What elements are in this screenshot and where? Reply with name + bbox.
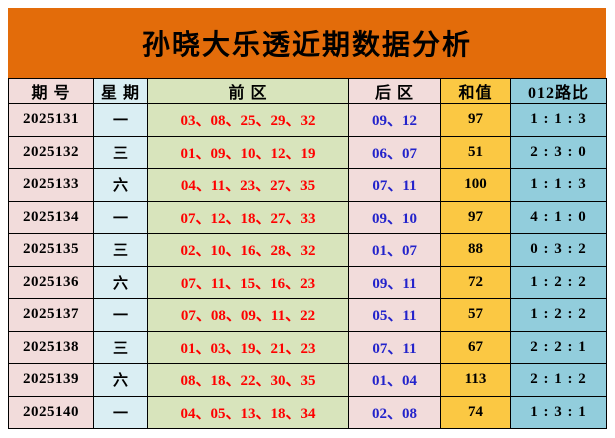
sum-value-cell: 74 bbox=[440, 395, 511, 429]
period-cell: 2025138 bbox=[8, 330, 94, 364]
weekday-cell: 三 bbox=[93, 330, 148, 364]
period-cell: 2025135 bbox=[8, 233, 94, 267]
back-zone-cell: 06、07 bbox=[348, 135, 441, 169]
front-zone-cell: 03、08、25、29、32 bbox=[147, 103, 349, 137]
front-zone-cell: 07、11、15、16、23 bbox=[147, 265, 349, 299]
weekday-cell: 三 bbox=[93, 233, 148, 267]
front-zone-cell: 02、10、16、28、32 bbox=[147, 233, 349, 267]
ratio-012-cell: 1 : 1 : 3 bbox=[510, 168, 607, 202]
weekday-cell: 一 bbox=[93, 395, 148, 429]
header-weekday: 星 期 bbox=[93, 78, 148, 104]
sum-value-cell: 113 bbox=[440, 363, 511, 397]
weekday-cell: 三 bbox=[93, 135, 148, 169]
back-zone-cell: 02、08 bbox=[348, 395, 441, 429]
ratio-012-cell: 0 : 3 : 2 bbox=[510, 233, 607, 267]
table-row: 2025134 一 07、12、18、27、33 09、10 97 4 : 1 … bbox=[8, 200, 607, 234]
header-period: 期 号 bbox=[8, 78, 94, 104]
ratio-012-cell: 1 : 3 : 1 bbox=[510, 395, 607, 429]
header-row: 期 号 星 期 前 区 后 区 和值 012路比 bbox=[8, 78, 607, 104]
sum-value-cell: 88 bbox=[440, 233, 511, 267]
back-zone-cell: 01、04 bbox=[348, 363, 441, 397]
period-cell: 2025137 bbox=[8, 298, 94, 332]
period-cell: 2025132 bbox=[8, 135, 94, 169]
weekday-cell: 一 bbox=[93, 298, 148, 332]
front-zone-cell: 07、12、18、27、33 bbox=[147, 200, 349, 234]
back-zone-cell: 01、07 bbox=[348, 233, 441, 267]
table-row: 2025135 三 02、10、16、28、32 01、07 88 0 : 3 … bbox=[8, 233, 607, 267]
sum-value-cell: 51 bbox=[440, 135, 511, 169]
front-zone-cell: 01、03、19、21、23 bbox=[147, 330, 349, 364]
back-zone-cell: 09、11 bbox=[348, 265, 441, 299]
ratio-012-cell: 1 : 2 : 2 bbox=[510, 265, 607, 299]
table-row: 2025139 六 08、18、22、30、35 01、04 113 2 : 1… bbox=[8, 363, 607, 397]
period-cell: 2025133 bbox=[8, 168, 94, 202]
header-sum-value: 和值 bbox=[440, 78, 511, 104]
header-back-zone: 后 区 bbox=[348, 78, 441, 104]
sum-value-cell: 57 bbox=[440, 298, 511, 332]
table-row: 2025138 三 01、03、19、21、23 07、11 67 2 : 2 … bbox=[8, 330, 607, 364]
title-banner: 孙晓大乐透近期数据分析 bbox=[8, 8, 606, 78]
weekday-cell: 一 bbox=[93, 200, 148, 234]
weekday-cell: 六 bbox=[93, 168, 148, 202]
table-row: 2025140 一 04、05、13、18、34 02、08 74 1 : 3 … bbox=[8, 395, 607, 429]
ratio-012-cell: 4 : 1 : 0 bbox=[510, 200, 607, 234]
ratio-012-cell: 1 : 2 : 2 bbox=[510, 298, 607, 332]
sum-value-cell: 67 bbox=[440, 330, 511, 364]
period-cell: 2025136 bbox=[8, 265, 94, 299]
front-zone-cell: 08、18、22、30、35 bbox=[147, 363, 349, 397]
page-title: 孙晓大乐透近期数据分析 bbox=[141, 30, 472, 61]
sum-value-cell: 97 bbox=[440, 200, 511, 234]
table-row: 2025131 一 03、08、25、29、32 09、12 97 1 : 1 … bbox=[8, 103, 607, 137]
back-zone-cell: 09、12 bbox=[348, 103, 441, 137]
weekday-cell: 一 bbox=[93, 103, 148, 137]
front-zone-cell: 07、08、09、11、22 bbox=[147, 298, 349, 332]
header-012-ratio: 012路比 bbox=[510, 78, 607, 104]
sum-value-cell: 100 bbox=[440, 168, 511, 202]
period-cell: 2025134 bbox=[8, 200, 94, 234]
weekday-cell: 六 bbox=[93, 265, 148, 299]
front-zone-cell: 04、05、13、18、34 bbox=[147, 395, 349, 429]
period-cell: 2025140 bbox=[8, 395, 94, 429]
back-zone-cell: 05、11 bbox=[348, 298, 441, 332]
sum-value-cell: 72 bbox=[440, 265, 511, 299]
back-zone-cell: 07、11 bbox=[348, 330, 441, 364]
lottery-data-table: 期 号 星 期 前 区 后 区 和值 012路比 2025131 一 03、08… bbox=[8, 78, 607, 429]
back-zone-cell: 09、10 bbox=[348, 200, 441, 234]
weekday-cell: 六 bbox=[93, 363, 148, 397]
ratio-012-cell: 1 : 1 : 3 bbox=[510, 103, 607, 137]
table-row: 2025133 六 04、11、23、27、35 07、11 100 1 : 1… bbox=[8, 168, 607, 202]
table-row: 2025136 六 07、11、15、16、23 09、11 72 1 : 2 … bbox=[8, 265, 607, 299]
period-cell: 2025131 bbox=[8, 103, 94, 137]
ratio-012-cell: 2 : 3 : 0 bbox=[510, 135, 607, 169]
header-front-zone: 前 区 bbox=[147, 78, 349, 104]
sum-value-cell: 97 bbox=[440, 103, 511, 137]
back-zone-cell: 07、11 bbox=[348, 168, 441, 202]
table-row: 2025132 三 01、09、10、12、19 06、07 51 2 : 3 … bbox=[8, 135, 607, 169]
table-row: 2025137 一 07、08、09、11、22 05、11 57 1 : 2 … bbox=[8, 298, 607, 332]
front-zone-cell: 01、09、10、12、19 bbox=[147, 135, 349, 169]
ratio-012-cell: 2 : 1 : 2 bbox=[510, 363, 607, 397]
front-zone-cell: 04、11、23、27、35 bbox=[147, 168, 349, 202]
period-cell: 2025139 bbox=[8, 363, 94, 397]
ratio-012-cell: 2 : 2 : 1 bbox=[510, 330, 607, 364]
